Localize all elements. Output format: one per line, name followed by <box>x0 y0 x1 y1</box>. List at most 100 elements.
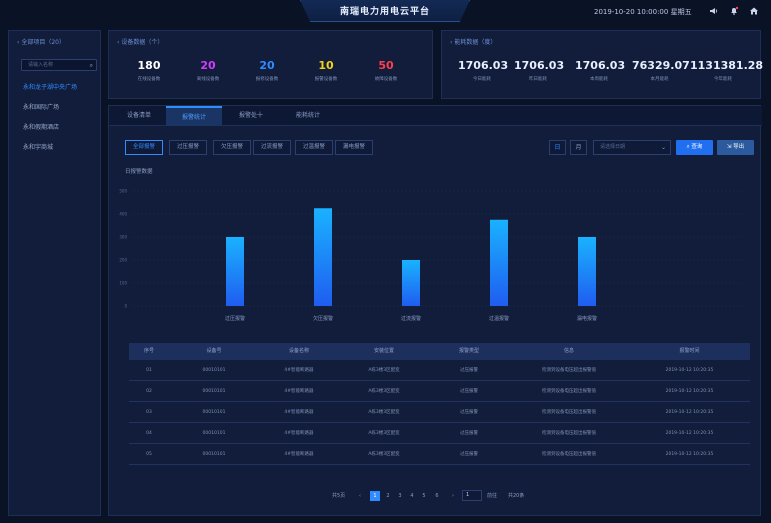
page-1[interactable]: 1 <box>370 491 380 501</box>
x-tick-label: 过温报警 <box>489 315 509 322</box>
home-icon[interactable] <box>749 6 759 16</box>
date-placeholder: 请选择日期 <box>600 144 626 150</box>
cell-location: A栋3楼3区配变 <box>368 368 400 373</box>
sidebar-item-project-3[interactable]: 永和假期酒店 <box>23 124 60 131</box>
page-2[interactable]: 2 <box>386 493 390 499</box>
energy-label: 今年能耗 <box>714 77 732 82</box>
energy-value: 76329.07 <box>632 59 690 72</box>
y-tick-label: 500 <box>119 189 127 194</box>
stat-alarm: 10 报警设备数 <box>306 59 346 82</box>
page-6[interactable]: 6 <box>435 493 439 499</box>
export-label: 导出 <box>733 144 745 150</box>
page-4[interactable]: 4 <box>410 493 414 499</box>
stat-offline: 20 离线设备数 <box>188 59 228 82</box>
cell-alarm-time: 2019-10-12 10:20:35 <box>665 431 714 436</box>
cell-index: 01 <box>146 368 152 373</box>
x-tick-label: 过流报警 <box>401 315 421 322</box>
device-stats-title: ‹ 设备数据（个） <box>117 39 164 46</box>
energy-value: 1706.03 <box>575 59 626 72</box>
cell-alarm-time: 2019-10-12 10:20:35 <box>665 410 714 415</box>
search-icon[interactable]: ⌕ <box>89 62 93 69</box>
table-row[interactable]: 05 00010101 4#智能断路器 A栋3楼3区配变 过压报警 检测到设备电… <box>129 444 750 465</box>
y-tick-label: 0 <box>124 304 127 309</box>
energy-label: 昨日能耗 <box>529 77 547 82</box>
query-button[interactable]: ⌕ 查询 <box>676 140 713 155</box>
bar-3[interactable] <box>402 260 420 306</box>
table-row[interactable]: 03 00010101 4#智能断路器 A栋3楼3区配变 过压报警 检测到设备电… <box>129 402 750 423</box>
period-day-button[interactable]: 日 <box>549 140 566 155</box>
cell-index: 02 <box>146 389 152 394</box>
cell-device-name: 4#智能断路器 <box>284 452 314 457</box>
speaker-icon[interactable] <box>709 6 719 16</box>
energy-value: 1706.03 <box>514 59 565 72</box>
table-row[interactable]: 01 00010101 4#智能断路器 A栋3楼3区配变 过压报警 检测到设备电… <box>129 360 750 381</box>
cell-alarm-type: 过压报警 <box>460 368 478 373</box>
query-label: 查询 <box>691 144 703 150</box>
cell-device-no: 00010101 <box>202 452 226 457</box>
prev-page-icon[interactable]: ‹ <box>359 493 361 499</box>
cell-index: 05 <box>146 452 152 457</box>
period-month-button[interactable]: 月 <box>570 140 587 155</box>
tab-energy-stats[interactable]: 能耗统计 <box>295 112 320 119</box>
total-count: 共20条 <box>508 493 525 499</box>
cell-alarm-time: 2019-10-12 10:20:35 <box>665 452 714 457</box>
tab-alarm-stats[interactable]: 报警统计 <box>166 106 222 126</box>
cell-info: 检测到设备电压超出报警值 <box>542 410 596 415</box>
bar-2[interactable] <box>314 208 332 306</box>
y-tick-label: 100 <box>119 281 127 286</box>
search-placeholder: 请输入名称 <box>28 62 54 68</box>
stat-value: 20 <box>259 59 275 72</box>
bar-1[interactable] <box>226 237 244 306</box>
filter-all-alarms[interactable]: 全部报警 <box>125 140 163 155</box>
date-picker[interactable]: 请选择日期 ⌄ <box>593 140 671 155</box>
bell-icon[interactable] <box>729 6 739 16</box>
cell-index: 04 <box>146 431 152 436</box>
device-stats-panel: ‹ 设备数据（个） 180 在线设备数 20 离线设备数 20 报修设备数 10… <box>108 30 433 99</box>
filter-overtemp[interactable]: 过温报警 <box>295 140 333 155</box>
stat-value: 180 <box>137 59 161 72</box>
x-tick-label: 过压报警 <box>225 315 245 322</box>
datetime-display: 2019-10-20 10:00:00 星期五 <box>594 8 692 16</box>
col-alarm-type: 报警类型 <box>458 348 479 354</box>
energy-year: 1131381.28 今年能耗 <box>690 59 763 82</box>
cell-location: A栋3楼3区配变 <box>368 410 400 415</box>
tab-device-list[interactable]: 设备清单 <box>126 112 151 119</box>
cell-device-name: 4#智能断路器 <box>284 431 314 436</box>
cell-info: 检测到设备电压超出报警值 <box>542 431 596 436</box>
goto-label: 前往 <box>487 493 498 499</box>
cell-index: 03 <box>146 410 152 415</box>
table-row[interactable]: 04 00010101 4#智能断路器 A栋3楼3区配变 过压报警 检测到设备电… <box>129 423 750 444</box>
energy-stats-title-text: 能耗数据（度） <box>454 39 497 46</box>
page-3[interactable]: 3 <box>398 493 402 499</box>
stat-label: 报警设备数 <box>314 77 338 82</box>
filter-leakage[interactable]: 漏电报警 <box>335 140 373 155</box>
export-icon: ⇲ <box>726 144 734 150</box>
goto-page-input[interactable]: 1 <box>462 490 482 501</box>
next-page-icon[interactable]: › <box>452 493 454 499</box>
y-tick-label: 300 <box>119 235 127 240</box>
page-5[interactable]: 5 <box>422 493 426 499</box>
stat-value: 10 <box>318 59 334 72</box>
sidebar-item-project-4[interactable]: 永和宇商城 <box>23 144 54 151</box>
col-alarm-time: 报警时间 <box>679 348 700 354</box>
stat-label: 在线设备数 <box>137 77 161 82</box>
cell-info: 检测到设备电压超出报警值 <box>542 452 596 457</box>
bar-4[interactable] <box>490 219 508 306</box>
filter-undervoltage[interactable]: 欠压报警 <box>213 140 251 155</box>
export-button[interactable]: ⇲ 导出 <box>717 140 754 155</box>
cell-device-name: 4#智能断路器 <box>284 368 314 373</box>
tab-bar: 设备清单 报警统计 报警处十 能耗统计 <box>109 106 762 126</box>
table-row[interactable]: 02 00010101 4#智能断路器 A栋3楼3区配变 过压报警 检测到设备电… <box>129 381 750 402</box>
sidebar-item-project-1[interactable]: 永和龙子湖中央广场 <box>23 84 78 91</box>
project-search-input[interactable]: 请输入名称 ⌕ <box>21 59 97 71</box>
alarm-table-header: 序号 设备号 设备名称 安装位置 报警类型 信息 报警时间 <box>129 343 750 360</box>
filter-overcurrent[interactable]: 过流报警 <box>253 140 291 155</box>
sidebar-item-project-2[interactable]: 永和国际广场 <box>23 104 60 111</box>
bar-5[interactable] <box>578 237 596 306</box>
sidebar-title: ‹ 全部项目（20） <box>17 39 65 46</box>
tab-alarm-handling[interactable]: 报警处十 <box>238 112 263 119</box>
cell-alarm-type: 过压报警 <box>460 410 478 415</box>
filter-overvoltage[interactable]: 过压报警 <box>169 140 207 155</box>
chevron-down-icon[interactable]: ⌄ <box>660 144 666 151</box>
stat-value: 20 <box>200 59 216 72</box>
